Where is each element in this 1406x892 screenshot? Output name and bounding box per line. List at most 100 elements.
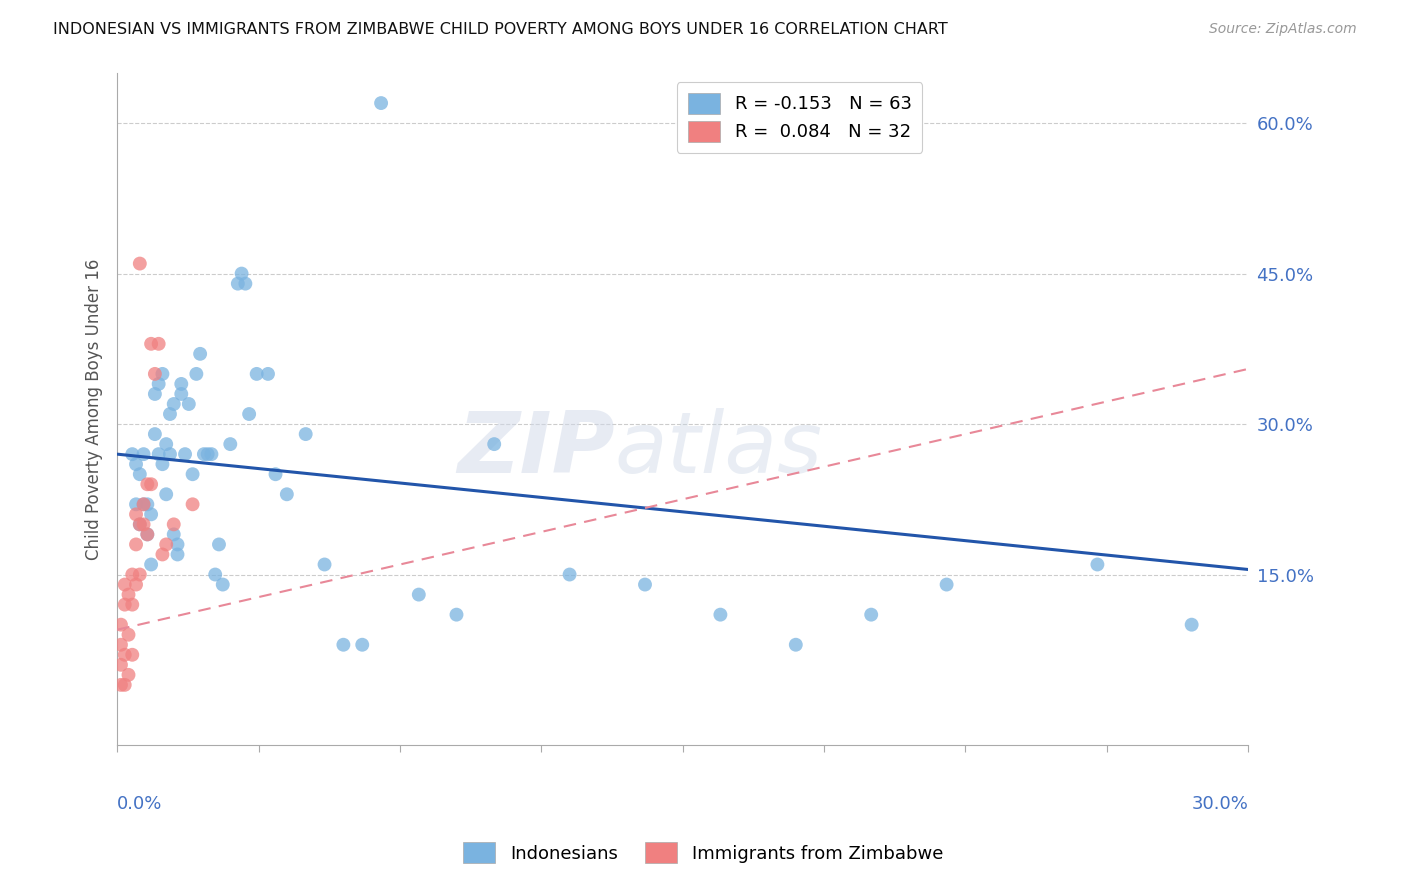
Point xyxy=(163,397,186,411)
Point xyxy=(181,467,204,482)
Point xyxy=(482,437,505,451)
Point xyxy=(121,598,143,612)
Point xyxy=(117,588,139,602)
Point xyxy=(174,447,197,461)
Point xyxy=(114,648,136,662)
Point xyxy=(148,376,170,391)
Point xyxy=(860,607,883,622)
Point xyxy=(200,447,222,461)
Point xyxy=(408,588,430,602)
Point xyxy=(188,347,211,361)
Point xyxy=(332,638,354,652)
Text: 30.0%: 30.0% xyxy=(1191,796,1249,814)
Point xyxy=(276,487,298,501)
Point xyxy=(155,437,177,451)
Point xyxy=(1181,617,1204,632)
Point xyxy=(121,447,143,461)
Point xyxy=(136,497,159,511)
Point xyxy=(132,517,155,532)
Point xyxy=(128,517,150,532)
Point xyxy=(709,607,731,622)
Point xyxy=(139,336,162,351)
Point xyxy=(446,607,468,622)
Point xyxy=(370,96,392,111)
Text: ZIP: ZIP xyxy=(457,408,614,491)
Point xyxy=(352,638,374,652)
Point xyxy=(139,477,162,491)
Point xyxy=(177,397,200,411)
Point xyxy=(125,537,148,551)
Point xyxy=(186,367,208,381)
Point xyxy=(163,517,186,532)
Point xyxy=(314,558,336,572)
Point xyxy=(152,548,174,562)
Point xyxy=(170,376,193,391)
Point xyxy=(193,447,215,461)
Point xyxy=(143,367,166,381)
Point xyxy=(246,367,269,381)
Point xyxy=(785,638,807,652)
Point xyxy=(114,598,136,612)
Point xyxy=(139,558,162,572)
Point xyxy=(136,527,159,541)
Point xyxy=(114,678,136,692)
Point xyxy=(159,407,181,421)
Point xyxy=(143,387,166,401)
Point xyxy=(110,617,132,632)
Point xyxy=(128,467,150,482)
Point xyxy=(294,427,316,442)
Point xyxy=(125,457,148,471)
Text: atlas: atlas xyxy=(614,408,823,491)
Point xyxy=(136,527,159,541)
Point xyxy=(128,256,150,270)
Text: INDONESIAN VS IMMIGRANTS FROM ZIMBABWE CHILD POVERTY AMONG BOYS UNDER 16 CORRELA: INDONESIAN VS IMMIGRANTS FROM ZIMBABWE C… xyxy=(53,22,948,37)
Point xyxy=(117,668,139,682)
Point xyxy=(219,437,242,451)
Y-axis label: Child Poverty Among Boys Under 16: Child Poverty Among Boys Under 16 xyxy=(86,259,103,559)
Point xyxy=(264,467,287,482)
Point xyxy=(121,648,143,662)
Point xyxy=(139,508,162,522)
Point xyxy=(634,577,657,591)
Point xyxy=(152,457,174,471)
Point xyxy=(159,447,181,461)
Legend: R = -0.153   N = 63, R =  0.084   N = 32: R = -0.153 N = 63, R = 0.084 N = 32 xyxy=(676,82,922,153)
Point xyxy=(163,527,186,541)
Point xyxy=(181,497,204,511)
Point xyxy=(204,567,226,582)
Point xyxy=(935,577,957,591)
Point xyxy=(128,567,150,582)
Point xyxy=(132,447,155,461)
Point xyxy=(125,577,148,591)
Legend: Indonesians, Immigrants from Zimbabwe: Indonesians, Immigrants from Zimbabwe xyxy=(453,831,953,874)
Point xyxy=(197,447,219,461)
Point xyxy=(132,497,155,511)
Point xyxy=(208,537,231,551)
Point xyxy=(125,508,148,522)
Point xyxy=(110,657,132,672)
Point xyxy=(148,336,170,351)
Point xyxy=(114,577,136,591)
Point xyxy=(226,277,249,291)
Text: Source: ZipAtlas.com: Source: ZipAtlas.com xyxy=(1209,22,1357,37)
Point xyxy=(143,427,166,442)
Point xyxy=(148,447,170,461)
Text: 0.0%: 0.0% xyxy=(117,796,163,814)
Point xyxy=(238,407,260,421)
Point xyxy=(231,267,253,281)
Point xyxy=(257,367,280,381)
Point xyxy=(166,537,188,551)
Point xyxy=(155,537,177,551)
Point xyxy=(132,497,155,511)
Point xyxy=(128,517,150,532)
Point xyxy=(121,567,143,582)
Point xyxy=(235,277,257,291)
Point xyxy=(125,497,148,511)
Point xyxy=(152,367,174,381)
Point xyxy=(1087,558,1109,572)
Point xyxy=(117,628,139,642)
Point xyxy=(558,567,581,582)
Point xyxy=(136,477,159,491)
Point xyxy=(155,487,177,501)
Point xyxy=(110,638,132,652)
